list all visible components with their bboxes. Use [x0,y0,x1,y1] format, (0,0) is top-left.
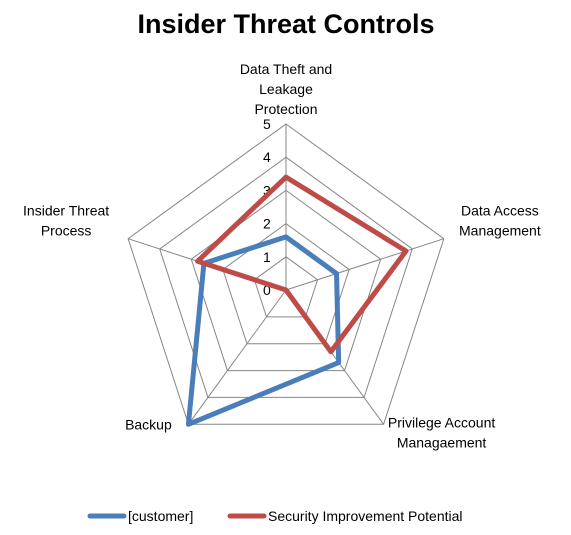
legend: [customer] Security Improvement Potential [87,508,463,524]
grid-ring [159,156,413,398]
category-label: Backup [125,416,172,432]
radar-grid [127,123,445,425]
tick-label: 4 [263,149,271,165]
tick-label: 1 [263,249,271,265]
grid-spoke [285,238,445,291]
grid-ring [253,256,319,318]
category-label: Data Access Management [459,203,541,239]
grid-ring [222,222,350,345]
category-label: Privilege Account Managaement [388,414,496,450]
tick-label: 0 [263,282,271,298]
legend-entry: [customer] [128,508,193,524]
category-labels: Data Theft and Leakage Protection Data Acce… [23,61,541,450]
series-line-2 [195,174,409,355]
grid-ring [190,189,382,372]
tick-label: 2 [263,216,271,232]
category-label: Data Theft and Leakage Protection [240,61,332,117]
grid-ring [127,123,445,425]
tick-label: 5 [263,116,271,132]
tick-label: 3 [263,182,271,198]
category-label: Insider Threat Process [23,203,109,239]
legend-entry: Security Improvement Potential [268,508,463,524]
series-lines [185,174,409,427]
chart-title: Insider Threat Controls [137,9,434,39]
radial-axis-ticks: 0 1 2 3 4 5 [263,116,271,298]
grid-spoke [188,289,287,425]
series-line-1 [185,234,342,427]
